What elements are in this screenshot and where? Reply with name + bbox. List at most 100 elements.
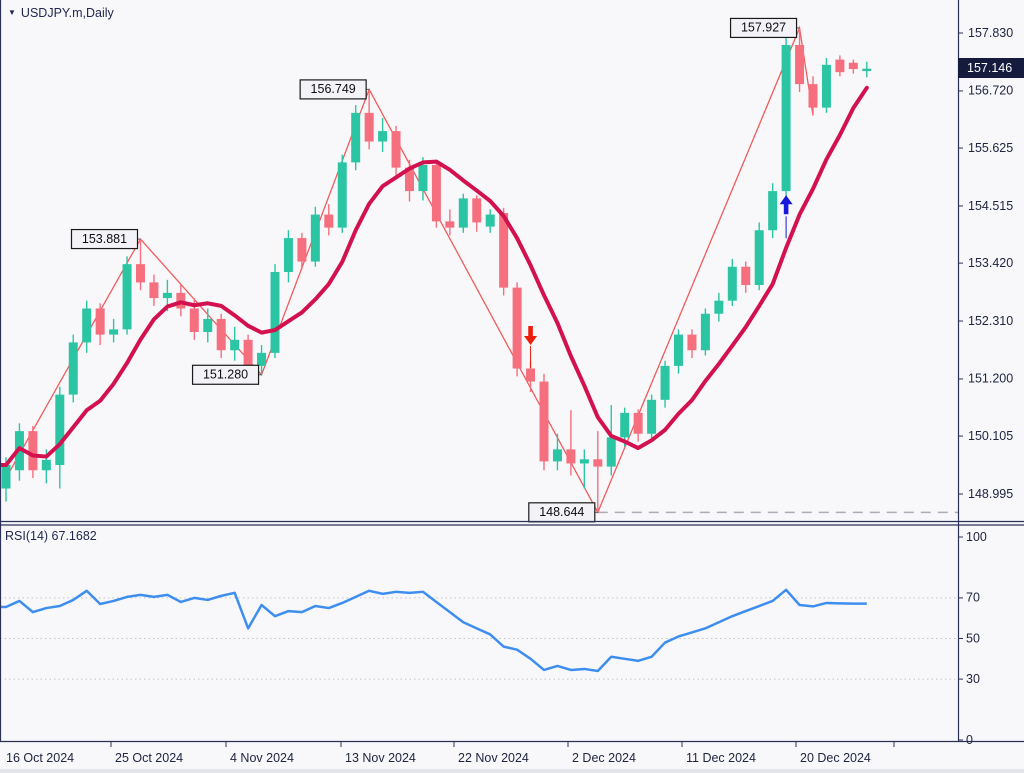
candle xyxy=(458,198,468,228)
rsi-tick-label: 100 xyxy=(966,530,987,544)
candle xyxy=(620,412,630,438)
candle xyxy=(848,62,858,70)
candle xyxy=(768,191,778,231)
candle xyxy=(418,165,428,192)
swing-label-text: 156.749 xyxy=(311,82,356,96)
candle xyxy=(41,459,51,471)
candle xyxy=(162,292,172,299)
date-label: 16 Oct 2024 xyxy=(6,751,74,765)
candle xyxy=(727,266,737,301)
candle xyxy=(633,412,643,434)
price-tick-label: 154.515 xyxy=(968,199,1013,213)
candle xyxy=(795,45,805,85)
price-tick-label: 152.310 xyxy=(968,314,1013,328)
date-label: 20 Dec 2024 xyxy=(800,751,871,765)
price-tick-label: 148.995 xyxy=(968,487,1013,501)
candle xyxy=(136,264,145,283)
candle xyxy=(337,162,347,228)
swing-label-box xyxy=(70,228,139,250)
candle xyxy=(405,167,414,192)
candle xyxy=(579,459,589,464)
candle xyxy=(283,238,293,272)
rsi-tick-label: 30 xyxy=(966,672,980,686)
candle xyxy=(485,214,495,227)
candle xyxy=(364,112,374,142)
candle xyxy=(270,271,280,353)
candle xyxy=(257,352,267,366)
swing-label-text: 148.644 xyxy=(539,505,584,519)
candle xyxy=(808,84,818,108)
bottom-strip xyxy=(0,769,1024,773)
candle xyxy=(351,112,361,163)
candle xyxy=(674,334,683,366)
candle xyxy=(1,465,11,489)
candle xyxy=(512,287,522,369)
swing-label-text: 151.280 xyxy=(203,368,248,382)
candle xyxy=(109,329,119,335)
swing-label-box xyxy=(191,364,260,385)
candle xyxy=(714,300,724,314)
candle xyxy=(552,449,562,462)
ma-line xyxy=(0,85,869,468)
candle xyxy=(606,437,616,467)
current-price-badge: 157.146 xyxy=(958,58,1024,78)
candle xyxy=(297,238,307,262)
candle xyxy=(82,308,92,343)
candle xyxy=(431,165,441,222)
candle xyxy=(593,459,603,467)
candle xyxy=(68,342,78,395)
rsi-line xyxy=(0,588,867,673)
candle xyxy=(472,198,482,223)
candle xyxy=(310,214,320,262)
candle xyxy=(391,131,401,168)
sell-arrow-icon xyxy=(524,326,538,346)
swing-label-box xyxy=(729,17,798,39)
candle xyxy=(28,431,38,471)
candle xyxy=(781,45,791,192)
candle xyxy=(660,365,670,400)
date-label: 11 Dec 2024 xyxy=(686,751,756,765)
candle xyxy=(378,131,388,142)
candle xyxy=(862,68,872,72)
candle xyxy=(741,266,751,286)
price-tick-label: 150.105 xyxy=(968,429,1013,443)
date-label: 25 Oct 2024 xyxy=(115,751,183,765)
rsi-tick-label: 70 xyxy=(966,591,980,605)
price-tick-label: 151.200 xyxy=(968,372,1013,386)
candle xyxy=(539,381,549,462)
date-label: 4 Nov 2024 xyxy=(230,751,294,765)
date-label: 22 Nov 2024 xyxy=(458,751,529,765)
candle xyxy=(324,214,334,228)
symbol-title-text: USDJPY.m,Daily xyxy=(20,6,114,20)
dropdown-arrow-icon[interactable]: ▼ xyxy=(8,8,16,17)
candle xyxy=(149,282,159,299)
candle xyxy=(189,308,199,332)
swing-label-text: 157.927 xyxy=(741,21,786,35)
candle xyxy=(647,399,657,434)
candle xyxy=(230,339,240,351)
candle xyxy=(821,64,831,108)
candle xyxy=(754,230,764,286)
candle xyxy=(499,213,509,288)
candle xyxy=(445,221,455,228)
rsi-tick-label: 50 xyxy=(966,631,980,645)
candle xyxy=(566,449,576,464)
candle xyxy=(203,318,213,332)
candle xyxy=(95,308,105,335)
date-label: 13 Nov 2024 xyxy=(345,751,416,765)
candle xyxy=(55,394,65,466)
symbol-title[interactable]: ▼ USDJPY.m,Daily xyxy=(8,6,114,20)
candle xyxy=(835,59,845,73)
buy-arrow-icon xyxy=(779,195,793,215)
rsi-tick-label: 0 xyxy=(966,733,973,747)
candle xyxy=(243,339,253,366)
candle xyxy=(122,264,132,330)
price-tick-label: 156.720 xyxy=(968,84,1013,98)
candle xyxy=(700,313,710,351)
swing-label-box xyxy=(299,79,367,100)
price-tick-label: 155.625 xyxy=(968,141,1013,155)
candle xyxy=(526,368,536,382)
